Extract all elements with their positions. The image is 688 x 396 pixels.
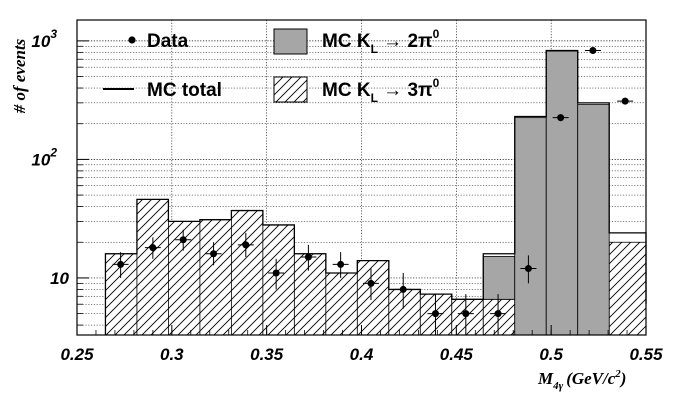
data-point (621, 97, 629, 105)
data-point (117, 260, 125, 268)
legend-k3pi0-swatch (273, 76, 308, 103)
series-total (104, 49, 647, 335)
y-axis-title: # of events (10, 38, 29, 114)
data-point (399, 285, 407, 293)
x-axis-title: M4γ (GeV/c2) (537, 368, 626, 392)
y-tick-base: 10 (31, 150, 50, 169)
bar-k2pi0 (514, 117, 547, 336)
legend-data-marker (128, 36, 136, 44)
y-tick-exponent: 2 (49, 145, 57, 159)
mc-total-outline (104, 49, 647, 335)
bar-k2pi0 (545, 50, 579, 336)
data-point (462, 310, 470, 318)
legend-k2pi0-prefix: MC K (322, 31, 371, 52)
y-tick-exponent: 3 (50, 27, 57, 41)
legend-k3pi0-prefix: MC K (322, 80, 371, 101)
series-filled (482, 50, 610, 336)
y-tick-label: 10 (50, 269, 69, 288)
legend-entry-data: Data (128, 31, 189, 52)
x-tick-label: 0.4 (350, 345, 374, 364)
bar-k3pi0 (230, 210, 264, 336)
legend-mctotal-label: MC total (147, 80, 222, 101)
x-axis-title-unit-close: ) (619, 369, 627, 388)
x-axis-title-sub: 4γ (552, 380, 564, 392)
legend-entry-k3pi0: MC KL → 3π0 (273, 76, 440, 105)
legend-k2pi0-sup: 0 (433, 27, 440, 41)
legend-k2pi0-label: MC KL → 2π0 (322, 27, 440, 56)
y-tick-label: 102 (31, 145, 57, 169)
x-tick-label: 0.55 (629, 345, 663, 364)
x-tick-label: 0.25 (60, 345, 94, 364)
bar-k3pi0 (451, 298, 484, 336)
y-tick-label: 103 (31, 27, 57, 51)
data-point (494, 310, 502, 318)
bar-k3pi0 (262, 224, 295, 336)
y-tick-base: 10 (50, 269, 69, 288)
x-tick-label: 0.5 (539, 345, 563, 364)
x-axis-title-unit-sup: 2 (614, 368, 621, 380)
bar-k3pi0 (293, 253, 327, 336)
data-point (367, 279, 375, 287)
data-point (210, 250, 218, 258)
data-point (242, 241, 250, 249)
bar-k3pi0 (388, 289, 421, 336)
legend-k3pi0-sup: 0 (433, 76, 440, 90)
legend: Data MC total MC KL → 2π0 MC KL → 3π0 (103, 27, 440, 105)
legend-k3pi0-label: MC KL → 3π0 (322, 76, 440, 105)
bar-k3pi0 (608, 241, 647, 336)
x-tick-label: 0.35 (250, 345, 284, 364)
data-point (272, 269, 280, 277)
data-point (557, 114, 565, 122)
data-point (337, 260, 345, 268)
legend-k2pi0-suffix: → 2π (378, 31, 433, 52)
bar-k2pi0 (482, 255, 516, 300)
bar-k3pi0 (325, 272, 358, 336)
bar-k3pi0 (482, 298, 516, 336)
x-axis-title-main: M (537, 369, 554, 388)
x-tick-label: 0.45 (440, 345, 474, 364)
legend-k3pi0-suffix: → 3π (378, 80, 433, 101)
legend-entry-mctotal: MC total (103, 80, 222, 101)
legend-k2pi0-sub: L (371, 42, 378, 56)
x-tick-label: 0.3 (160, 345, 184, 364)
data-point (304, 253, 312, 261)
data-point (431, 310, 439, 318)
legend-k2pi0-swatch (273, 28, 308, 55)
bar-k3pi0 (356, 260, 390, 336)
data-point (179, 236, 187, 244)
legend-entry-k2pi0: MC KL → 2π0 (273, 27, 440, 56)
legend-data-label: Data (147, 31, 189, 52)
data-point (589, 46, 597, 54)
bar-k2pi0 (577, 104, 610, 336)
data-point (524, 265, 532, 273)
series-data (112, 46, 634, 335)
bar-k3pi0 (136, 198, 169, 336)
y-tick-base: 10 (31, 32, 50, 51)
series-hatched (105, 198, 647, 336)
bar-k3pi0 (199, 219, 232, 336)
legend-k3pi0-sub: L (371, 91, 378, 105)
x-axis-title-unit: (GeV/c (566, 369, 616, 388)
data-point (149, 244, 157, 252)
